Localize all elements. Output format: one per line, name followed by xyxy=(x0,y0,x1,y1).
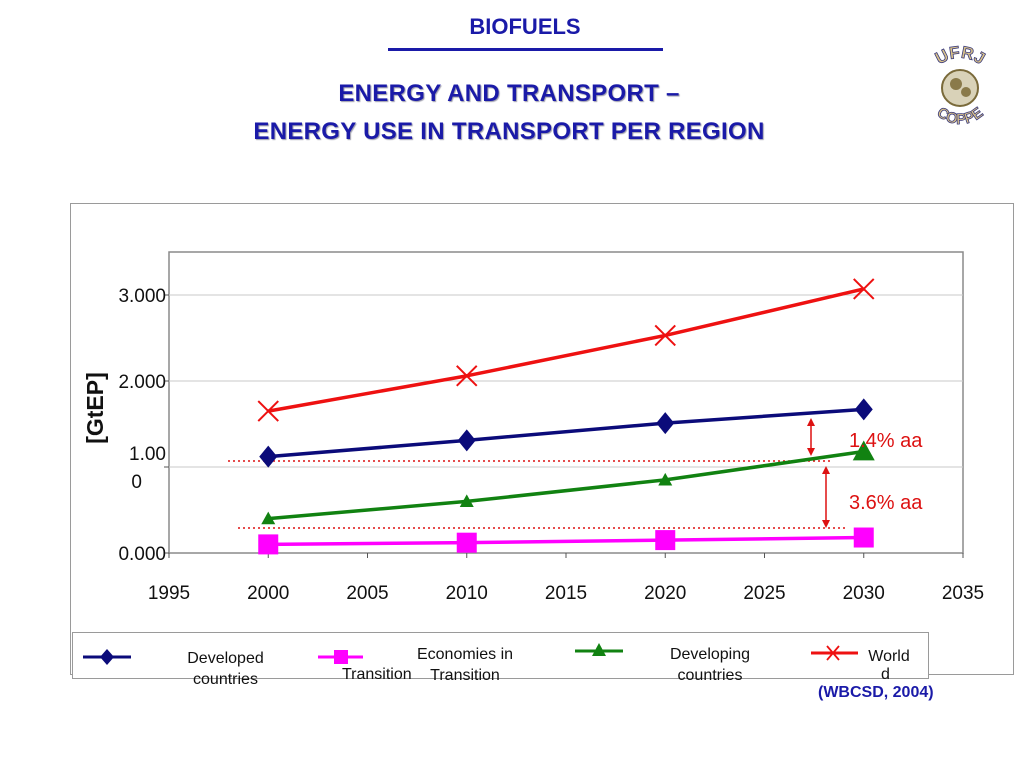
y-tick-label: 3.000 xyxy=(118,286,166,307)
data-point-square xyxy=(853,527,874,548)
data-point-triangle xyxy=(261,511,276,525)
ufrj-coppe-logo: UFRJ COPPE xyxy=(932,42,989,128)
annotation-lower: 3.6% aa xyxy=(849,492,923,514)
data-point-x xyxy=(853,278,875,300)
data-point-x xyxy=(257,400,279,422)
data-point-square xyxy=(456,532,477,553)
x-tick-label: 2020 xyxy=(644,583,686,604)
subtitle-line-1: ENERGY AND TRANSPORT – xyxy=(338,80,680,107)
x-tick-label: 2005 xyxy=(346,583,388,604)
x-tick-label: 2035 xyxy=(942,583,984,604)
legend-label-transition: Economies in Transition xyxy=(416,646,514,684)
y-axis-label: [GtEP] xyxy=(82,372,108,444)
data-point-square xyxy=(655,530,676,551)
legend-overflow-world: d xyxy=(881,666,890,683)
data-point-triangle xyxy=(459,494,474,507)
x-tick-label: 2030 xyxy=(843,583,885,604)
legend-marker-x xyxy=(826,645,840,661)
annotation-upper: 1.4% aa xyxy=(849,430,923,452)
x-tick-label: 2000 xyxy=(247,583,289,604)
legend-markers xyxy=(83,643,858,665)
y-tick-label: 1.00 0 xyxy=(129,444,166,493)
growth-arrow-lower-head-bottom xyxy=(822,520,830,528)
x-tick-label: 2015 xyxy=(545,583,587,604)
data-point-triangle xyxy=(658,472,673,486)
data-point-square xyxy=(258,534,279,555)
series-line-1 xyxy=(268,535,864,547)
legend-overflow-transition: Transition xyxy=(342,666,412,683)
chart-legend: Developed countries Economies in Transit… xyxy=(72,632,929,688)
x-tick-label: 1995 xyxy=(148,583,190,604)
legend-marker-triangle xyxy=(592,643,606,656)
data-point-diamond xyxy=(656,412,675,435)
legend-label-developed: Developed countries xyxy=(187,650,264,688)
series-line-3 xyxy=(267,287,865,413)
growth-arrow-upper-head-top xyxy=(807,418,815,426)
title-underline xyxy=(388,48,663,51)
subtitle-line-2: ENERGY USE IN TRANSPORT PER REGION xyxy=(253,118,765,145)
series-line-2 xyxy=(268,449,864,521)
legend-marker-diamond xyxy=(100,649,114,665)
data-point-diamond xyxy=(457,429,476,452)
legend-label-developing: Developing countries xyxy=(669,646,751,684)
data-point-diamond xyxy=(854,398,873,421)
legend-marker-square xyxy=(334,650,348,664)
source-citation: (WBCSD, 2004) xyxy=(818,684,934,701)
growth-arrow-upper-head-bottom xyxy=(807,448,815,456)
y-tick-label: 0.000 xyxy=(118,544,166,565)
legend-label-world: World xyxy=(868,648,910,665)
data-point-x xyxy=(456,365,478,387)
slide-title: BIOFUELS xyxy=(469,14,581,39)
series-line-0 xyxy=(268,407,864,459)
x-tick-label: 2025 xyxy=(743,583,785,604)
y-tick-label: 2.000 xyxy=(118,372,166,393)
plot-area xyxy=(168,251,964,554)
growth-arrow-lower-head-top xyxy=(822,466,830,474)
x-tick-label: 2010 xyxy=(446,583,488,604)
data-point-diamond xyxy=(259,445,278,468)
data-point-triangle xyxy=(852,440,875,461)
data-point-x xyxy=(654,324,676,347)
